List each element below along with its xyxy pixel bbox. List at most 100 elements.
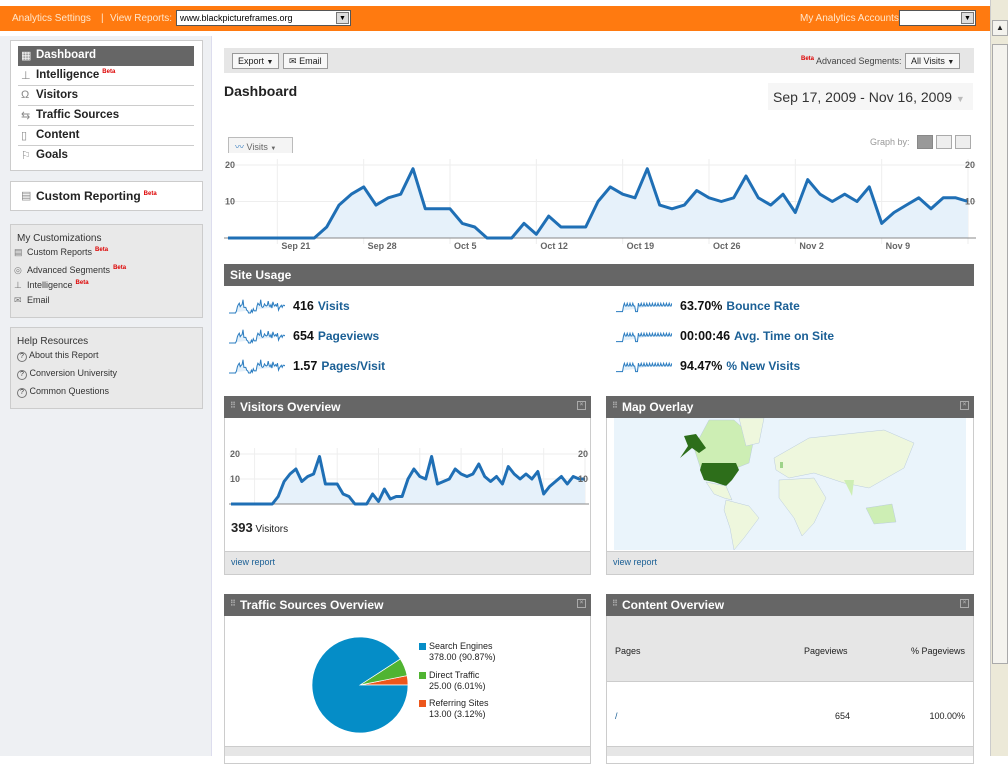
section-title: My Customizations [17, 233, 101, 244]
metric-visits[interactable]: 416 Visits [293, 299, 350, 313]
beta-badge: Beta [801, 56, 814, 62]
view-reports-label: View Reports: [110, 13, 172, 24]
nav-traffic-sources[interactable]: ⇆ Traffic Sources [18, 106, 194, 126]
intelligence-icon: ⊥ [14, 280, 22, 291]
graph-by-day-button[interactable] [917, 135, 933, 149]
nav-label: Dashboard [36, 49, 96, 61]
metric-label[interactable]: Bounce Rate [726, 299, 799, 313]
traffic-icon: ⇆ [21, 109, 30, 122]
sparkline [616, 297, 672, 315]
metric-value: 654 [293, 329, 314, 343]
metric-pages-visit[interactable]: 1.57 Pages/Visit [293, 359, 385, 373]
scroll-up-icon[interactable]: ▲ [992, 20, 1008, 36]
envelope-icon: ✉ [14, 295, 22, 306]
email-button[interactable]: ✉ Email [283, 53, 328, 69]
panel-footer [607, 746, 973, 756]
grid-icon: ▦ [21, 49, 31, 62]
view-report-link[interactable]: view report [225, 551, 590, 574]
beta-badge: Beta [102, 69, 115, 75]
metric-value: 1.57 [293, 359, 317, 373]
close-icon[interactable]: × [577, 401, 586, 410]
sparkline-line [616, 303, 672, 311]
panel-header[interactable]: ⠿Content Overview× [606, 594, 974, 616]
legend-swatch [419, 643, 426, 650]
close-icon[interactable]: × [960, 599, 969, 608]
metric-label[interactable]: Avg. Time on Site [734, 329, 834, 343]
export-button[interactable]: Export ▼ [232, 53, 279, 69]
panel-header[interactable]: ⠿Visitors Overview× [224, 396, 591, 418]
metric-value: 63.70% [680, 299, 722, 313]
email-link[interactable]: ✉Email [27, 295, 50, 305]
map-overlay-panel: ⠿Map Overlay× view report [606, 396, 974, 575]
nav-dashboard[interactable]: ▦ Dashboard [18, 46, 194, 66]
sparkline [229, 297, 285, 315]
graph-by-month-button[interactable] [955, 135, 971, 149]
world-map[interactable] [614, 418, 966, 550]
x-tick-label: Oct 12 [540, 241, 568, 251]
panel-header[interactable]: ⠿Traffic Sources Overview× [224, 594, 591, 616]
x-tick-label: Sep 28 [368, 241, 397, 251]
site-select[interactable]: www.blackpictureframes.org▼ [176, 10, 351, 26]
page-icon: ▯ [21, 129, 27, 142]
y-tick-label: 20 [230, 449, 240, 459]
segments-label: Advanced Segments: [816, 56, 902, 66]
close-icon[interactable]: × [577, 599, 586, 608]
nav-content[interactable]: ▯Content [18, 126, 194, 146]
metric-value: 416 [293, 299, 314, 313]
date-range-picker[interactable]: Sep 17, 2009 - Nov 16, 2009 ▼ [768, 83, 973, 110]
table-header: Pages Pageviews % Pageviews [607, 616, 973, 682]
page-link[interactable]: / [615, 711, 618, 721]
metric-label[interactable]: Visits [318, 299, 350, 313]
analytics-settings-link[interactable]: Analytics Settings [12, 13, 91, 24]
column-header[interactable]: % Pageviews [911, 646, 965, 656]
metric-label[interactable]: % New Visits [726, 359, 800, 373]
help-link[interactable]: ? Common Questions [17, 386, 109, 398]
view-report-link[interactable]: view report [607, 551, 973, 574]
sparkline-line [616, 363, 672, 371]
metric-label[interactable]: Pages/Visit [321, 359, 385, 373]
graph-by-week-button[interactable] [936, 135, 952, 149]
sparkline [616, 327, 672, 345]
nav-label: Traffic Sources [36, 109, 119, 121]
drag-handle-icon: ⠿ [612, 599, 618, 608]
segments-select[interactable]: All Visits ▼ [905, 53, 960, 69]
metric--new-visits[interactable]: 94.47% % New Visits [680, 359, 800, 373]
x-tick-label: Sep 21 [281, 241, 310, 251]
accounts-select[interactable]: ▼ [899, 10, 976, 26]
metric-value: 94.47% [680, 359, 722, 373]
x-tick-label: Oct 5 [454, 241, 477, 251]
close-icon[interactable]: × [960, 401, 969, 410]
legend-swatch [419, 700, 426, 707]
nav-goals[interactable]: ⚐Goals [18, 146, 194, 166]
map-uk [780, 462, 783, 468]
sparkline [229, 357, 285, 375]
metric-bounce-rate[interactable]: 63.70% Bounce Rate [680, 299, 800, 313]
help-icon: ? [17, 388, 27, 398]
nav-label: Goals [36, 149, 68, 161]
metric-tab-visits[interactable]: 〰 Visits ▼ [228, 137, 293, 153]
scroll-thumb[interactable] [992, 44, 1008, 664]
scrollbar[interactable]: ▲ [990, 0, 1008, 756]
metric-pageviews[interactable]: 654 Pageviews [293, 329, 379, 343]
help-link[interactable]: ? Conversion University [17, 368, 117, 380]
drag-handle-icon: ⠿ [230, 401, 236, 410]
drag-handle-icon: ⠿ [612, 401, 618, 410]
panel-header[interactable]: ⠿Map Overlay× [606, 396, 974, 418]
metric-label[interactable]: Pageviews [318, 329, 379, 343]
column-header[interactable]: Pages [615, 646, 641, 656]
column-header[interactable]: Pageviews [804, 646, 848, 656]
help-link[interactable]: ? About this Report [17, 350, 99, 362]
pageviews-cell: 654 [835, 711, 850, 721]
